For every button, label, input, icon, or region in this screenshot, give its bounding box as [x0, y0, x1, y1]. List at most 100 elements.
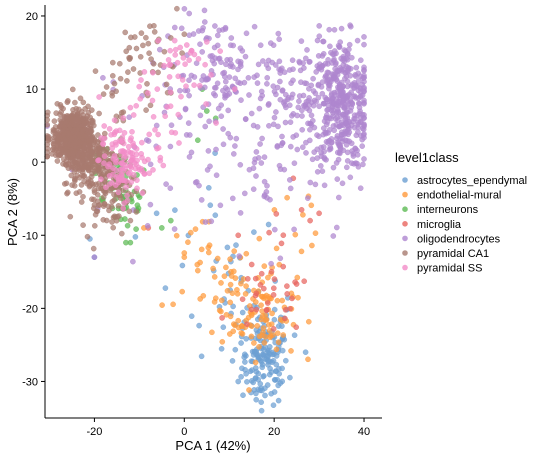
data-point — [205, 249, 212, 256]
data-point — [282, 315, 288, 322]
data-point — [248, 110, 255, 117]
data-point — [198, 353, 205, 360]
data-point — [215, 56, 222, 62]
y-axis-title: PCA 2 (8%) — [5, 178, 20, 246]
data-point — [253, 149, 260, 155]
data-point — [224, 57, 230, 63]
data-point — [270, 326, 277, 332]
data-point — [179, 50, 185, 56]
data-point — [222, 85, 229, 91]
data-point — [202, 61, 208, 68]
data-point — [214, 255, 221, 262]
data-point — [314, 146, 321, 153]
data-point — [105, 163, 111, 170]
data-point — [81, 120, 87, 127]
data-point — [61, 124, 68, 130]
data-point — [119, 137, 126, 143]
data-point — [187, 229, 194, 236]
data-point — [126, 114, 132, 120]
data-point — [326, 26, 333, 33]
data-point — [287, 305, 293, 312]
data-point — [289, 295, 295, 302]
data-point — [217, 48, 223, 54]
data-point — [131, 160, 138, 166]
data-point — [226, 331, 233, 337]
legend-item: endothelial-mural — [402, 190, 501, 202]
data-point — [57, 117, 64, 123]
data-point — [287, 374, 293, 381]
data-point — [327, 43, 333, 50]
data-point — [125, 170, 132, 177]
data-point — [88, 117, 95, 124]
legend-item: astrocytes_ependymal — [402, 175, 527, 187]
data-point — [163, 181, 169, 187]
data-point — [98, 176, 104, 182]
data-point — [248, 333, 255, 340]
data-point — [70, 86, 76, 93]
data-point — [136, 83, 142, 90]
data-point — [139, 190, 146, 196]
data-point — [105, 203, 112, 210]
data-point — [361, 122, 367, 128]
data-point — [258, 88, 265, 95]
data-point — [237, 161, 244, 168]
legend-label: astrocytes_ependymal — [417, 175, 527, 187]
data-point — [305, 318, 312, 325]
data-point — [182, 61, 188, 67]
data-point — [153, 210, 160, 217]
data-point — [167, 143, 174, 150]
data-point — [293, 324, 300, 331]
data-point — [290, 77, 296, 84]
data-point — [138, 30, 145, 36]
data-point — [168, 122, 175, 128]
data-point — [316, 23, 323, 29]
data-point — [262, 392, 268, 399]
data-point — [329, 60, 335, 66]
data-point — [172, 46, 179, 53]
data-point — [134, 177, 140, 183]
data-point — [271, 351, 277, 357]
data-point — [155, 131, 161, 138]
data-point — [254, 124, 261, 130]
data-point — [340, 111, 347, 117]
data-point — [308, 82, 315, 89]
data-point — [129, 150, 136, 156]
data-point — [317, 163, 324, 169]
data-point — [244, 321, 250, 328]
data-point — [123, 178, 129, 184]
data-point — [304, 195, 311, 201]
data-point — [243, 30, 250, 37]
data-point — [78, 145, 85, 152]
data-point — [249, 367, 255, 373]
data-point — [68, 172, 75, 179]
data-point — [344, 51, 351, 58]
data-point — [266, 123, 272, 129]
data-point — [53, 110, 60, 116]
data-point — [243, 250, 250, 257]
data-point — [194, 137, 201, 143]
data-point — [62, 161, 69, 168]
data-point — [224, 244, 231, 251]
data-point — [50, 129, 57, 135]
data-point — [355, 129, 361, 135]
data-point — [63, 141, 69, 147]
data-point — [133, 226, 139, 232]
data-point — [320, 100, 327, 107]
data-point — [177, 87, 183, 94]
data-point — [357, 115, 364, 121]
data-point — [277, 255, 284, 262]
data-point — [278, 142, 285, 149]
data-point — [145, 138, 152, 144]
data-point — [221, 73, 228, 80]
data-point — [291, 226, 297, 233]
data-point — [318, 64, 325, 70]
data-point — [343, 164, 350, 171]
data-point — [346, 46, 352, 53]
data-point — [276, 36, 283, 43]
data-point — [245, 75, 252, 81]
data-point — [219, 338, 226, 345]
data-point — [113, 217, 120, 224]
data-point — [258, 302, 264, 309]
data-point — [339, 180, 346, 187]
data-point — [80, 115, 86, 122]
